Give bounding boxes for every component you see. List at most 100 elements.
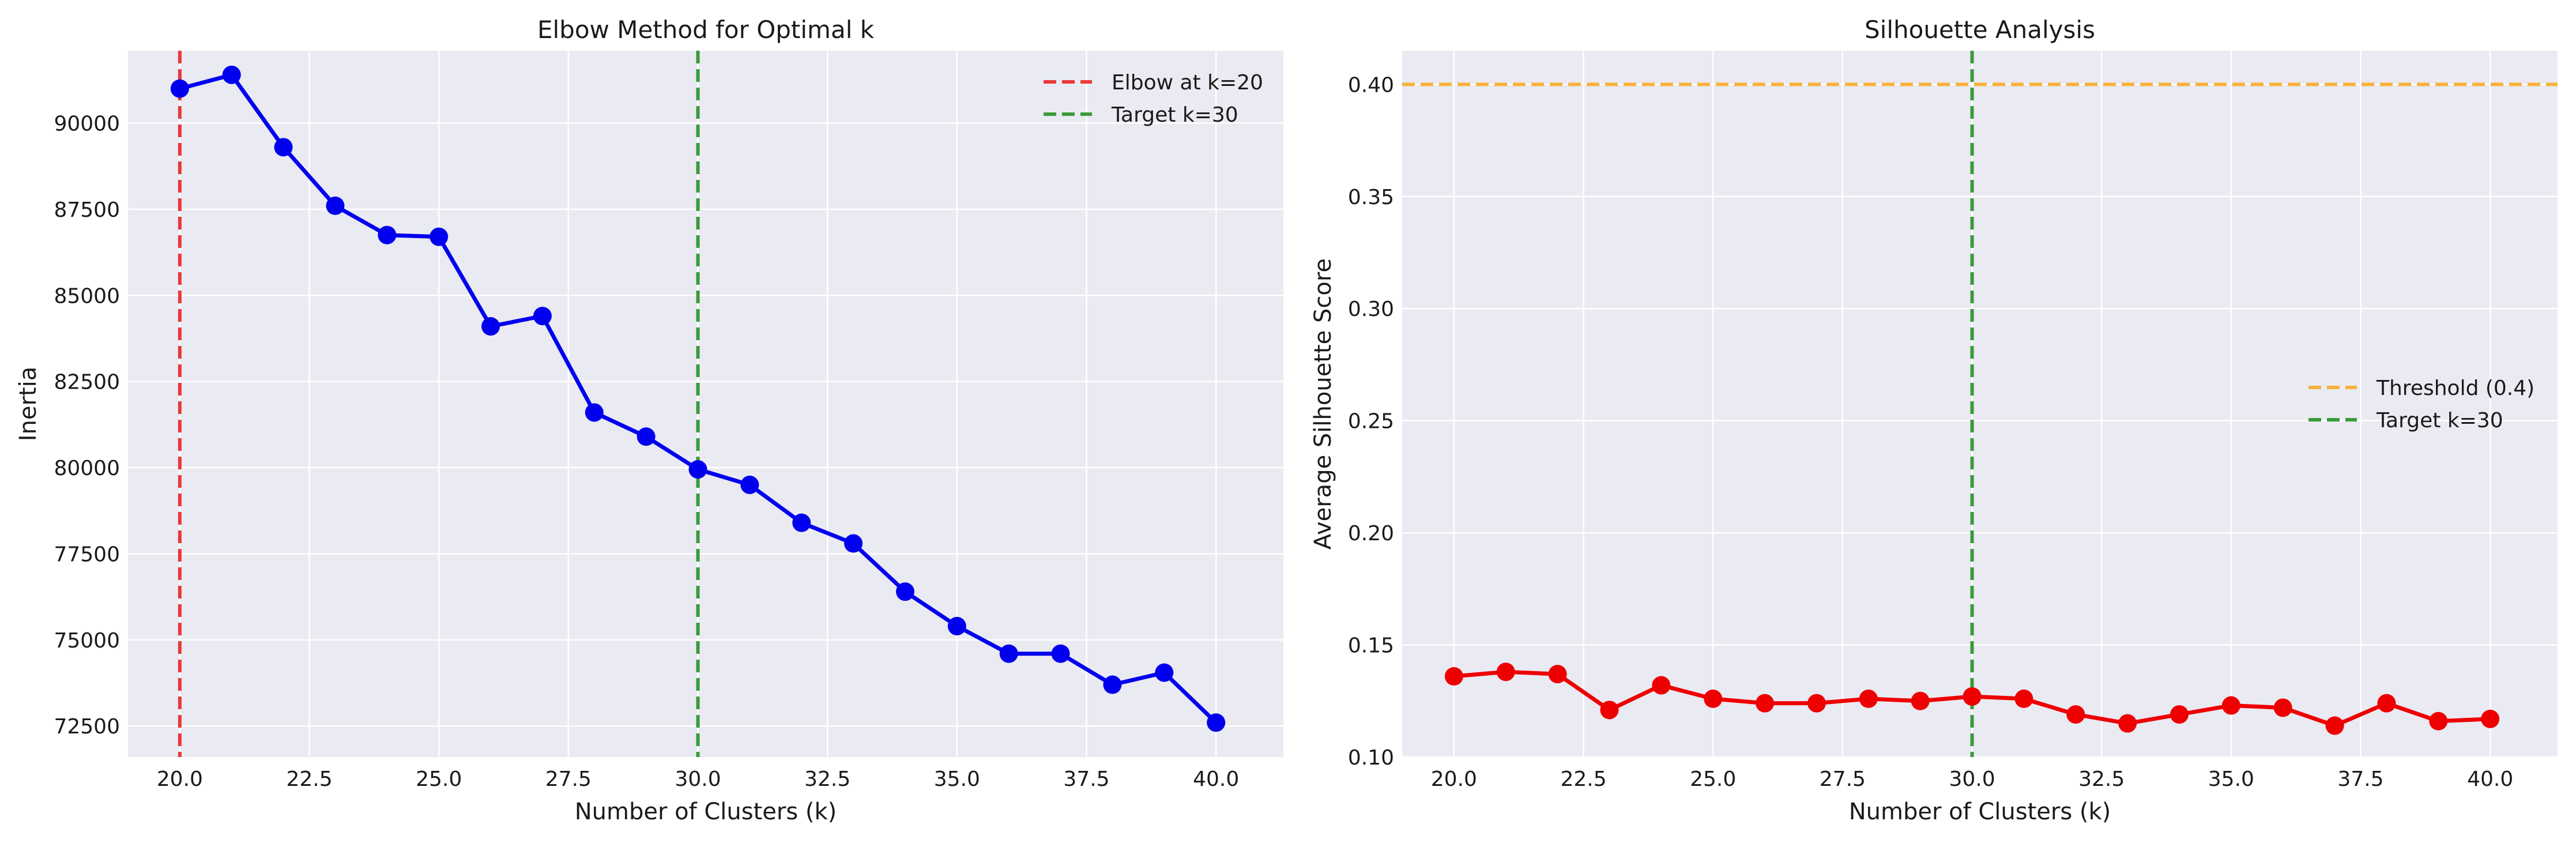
elbow-y-tick-label: 82500 [54, 371, 120, 394]
elbow-data-point [274, 138, 293, 157]
silhouette-legend: Threshold (0.4) Target k=30 [2308, 377, 2534, 432]
silhouette-data-point [1704, 689, 1723, 708]
silhouette-data-point [2325, 716, 2344, 735]
elbow-data-point [326, 196, 345, 215]
silhouette-data-point [1756, 694, 1775, 713]
elbow-y-tick-label: 87500 [54, 198, 120, 222]
elbow-data-point [481, 317, 500, 336]
elbow-data-point [222, 65, 241, 84]
silhouette-y-tick-label: 0.20 [1348, 522, 1394, 545]
elbow-data-point [895, 582, 914, 601]
elbow-data-point [792, 513, 811, 532]
silhouette-data-point [2221, 696, 2240, 715]
silhouette-y-ticks: 0.10 0.15 0.20 0.25 0.30 0.35 0.40 [1348, 73, 1394, 770]
elbow-reference-lines [178, 51, 700, 757]
silhouette-data-point [2014, 689, 2033, 708]
elbow-data-point [1103, 675, 1122, 694]
silhouette-data-point [2066, 705, 2085, 724]
elbow-data-point [170, 79, 189, 98]
silhouette-plot-area [1402, 51, 2558, 757]
silhouette-data-point [2273, 698, 2292, 717]
elbow-x-tick-label: 40.0 [1193, 767, 1239, 791]
silhouette-x-tick-label: 30.0 [1949, 767, 1995, 791]
elbow-legend: Elbow at k=20 Target k=30 [1044, 71, 1263, 127]
elbow-plot-area [128, 51, 1283, 757]
silhouette-x-tick-label: 32.5 [2078, 767, 2125, 791]
elbow-data-point [585, 403, 604, 422]
elbow-data-point [1207, 713, 1226, 732]
elbow-x-tick-label: 27.5 [545, 767, 592, 791]
silhouette-data-point [1444, 667, 1463, 686]
elbow-y-tick-label: 77500 [54, 543, 120, 566]
elbow-data-point [430, 227, 449, 246]
silhouette-x-ticks: 20.0 22.5 25.0 27.5 30.0 32.5 35.0 37.5 40.0 [1431, 767, 2513, 791]
silhouette-legend-label: Threshold (0.4) [2376, 377, 2534, 400]
silhouette-data-point [1548, 665, 1567, 684]
elbow-x-ticks: 20.0 22.5 25.0 27.5 30.0 32.5 35.0 37.5 40.0 [157, 767, 1239, 791]
elbow-y-tick-label: 85000 [54, 284, 120, 308]
elbow-x-tick-label: 30.0 [675, 767, 721, 791]
elbow-legend-label: Target k=30 [1111, 103, 1238, 127]
silhouette-x-tick-label: 40.0 [2467, 767, 2513, 791]
silhouette-y-tick-label: 0.35 [1348, 186, 1394, 209]
silhouette-x-tick-label: 27.5 [1820, 767, 1866, 791]
elbow-y-axis-label: Inertia [15, 367, 42, 442]
elbow-grid [128, 51, 1283, 757]
elbow-y-tick-label: 80000 [54, 457, 120, 480]
silhouette-x-axis-label: Number of Clusters (k) [1849, 799, 2111, 825]
elbow-y-ticks: 72500 75000 77500 80000 82500 85000 87500 90000 [54, 112, 120, 739]
elbow-data-point [637, 427, 656, 446]
silhouette-data-point [1600, 701, 1619, 720]
elbow-data-point [947, 616, 966, 635]
silhouette-chart-title: Silhouette Analysis [1865, 16, 2095, 44]
silhouette-data-point [2429, 712, 2448, 731]
elbow-data-point [1155, 663, 1174, 682]
elbow-data-point [999, 644, 1018, 663]
silhouette-x-tick-label: 20.0 [1431, 767, 1477, 791]
elbow-data-point [740, 475, 759, 494]
elbow-chart-title: Elbow Method for Optimal k [537, 16, 875, 44]
silhouette-y-tick-label: 0.40 [1348, 73, 1394, 97]
elbow-chart: 20.0 22.5 25.0 27.5 30.0 32.5 35.0 37.5 40.0 725… [15, 16, 1283, 825]
elbow-x-tick-label: 22.5 [286, 767, 332, 791]
elbow-x-tick-label: 35.0 [934, 767, 980, 791]
elbow-data-point [844, 534, 863, 553]
elbow-data-point [688, 460, 707, 479]
silhouette-series [1444, 662, 2500, 735]
silhouette-x-tick-label: 37.5 [2337, 767, 2383, 791]
elbow-series [170, 65, 1226, 732]
elbow-y-tick-label: 72500 [54, 715, 120, 739]
silhouette-data-point [1652, 676, 1671, 695]
silhouette-x-tick-label: 25.0 [1690, 767, 1736, 791]
elbow-legend-label: Elbow at k=20 [1112, 71, 1263, 95]
elbow-x-tick-label: 25.0 [416, 767, 462, 791]
elbow-data-point [1051, 644, 1070, 663]
silhouette-data-point [1859, 689, 1878, 708]
silhouette-x-tick-label: 22.5 [1560, 767, 1606, 791]
silhouette-reference-lines [1402, 51, 2558, 757]
silhouette-x-tick-label: 35.0 [2208, 767, 2254, 791]
silhouette-data-point [1807, 694, 1826, 713]
elbow-x-axis-label: Number of Clusters (k) [575, 799, 837, 825]
silhouette-y-tick-label: 0.25 [1348, 410, 1394, 434]
elbow-y-tick-label: 75000 [54, 629, 120, 653]
elbow-x-tick-label: 32.5 [804, 767, 850, 791]
silhouette-data-point [1911, 691, 1930, 710]
silhouette-data-point [2481, 709, 2500, 728]
silhouette-data-point [2170, 705, 2189, 724]
silhouette-y-axis-label: Average Silhouette Score [1310, 258, 1336, 549]
silhouette-data-point [2118, 714, 2137, 733]
elbow-x-tick-label: 37.5 [1063, 767, 1109, 791]
elbow-data-point [378, 225, 397, 244]
silhouette-y-tick-label: 0.15 [1348, 634, 1394, 658]
elbow-x-tick-label: 20.0 [157, 767, 203, 791]
elbow-data-point [533, 307, 552, 326]
silhouette-y-tick-label: 0.30 [1348, 298, 1394, 321]
silhouette-data-point [2377, 694, 2396, 713]
silhouette-y-tick-label: 0.10 [1348, 746, 1394, 770]
silhouette-data-point [1496, 662, 1515, 682]
elbow-y-tick-label: 90000 [54, 112, 120, 135]
silhouette-data-point [1963, 687, 1982, 706]
silhouette-legend-label: Target k=30 [2376, 409, 2503, 432]
